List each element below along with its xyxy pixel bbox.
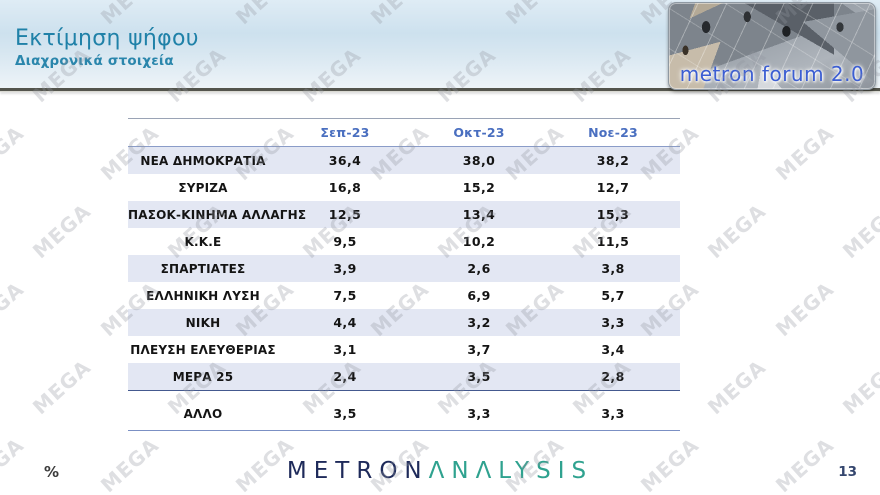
value-cell: 15,2 — [462, 180, 496, 195]
metron-forum-logo-text: metron forum 2.0 — [679, 62, 865, 86]
column-header-okt23: Οκτ-23 — [453, 125, 505, 140]
value-cell: 12,5 — [328, 207, 362, 222]
table-row: ΝΕΑ ΔΗΜΟΚΡΑΤΙΑ 36,4 38,0 38,2 — [128, 147, 680, 174]
value-cell: 16,8 — [328, 180, 362, 195]
value-cell: 13,4 — [462, 207, 496, 222]
table-row: ΠΛΕΥΣΗ ΕΛΕΥΘΕΡΙΑΣ 3,1 3,7 3,4 — [128, 336, 680, 363]
party-name-cell: ΠΑΣΟΚ-ΚΙΝΗΜΑ ΑΛΛΑΓΗΣ — [128, 207, 307, 222]
table-header-row: Σεπ-23 Οκτ-23 Νοε-23 — [128, 119, 680, 147]
table-row: Κ.Κ.Ε 9,5 10,2 11,5 — [128, 228, 680, 255]
watermark: MEGA — [27, 354, 96, 420]
watermark: MEGA — [635, 432, 704, 495]
column-header-sep23: Σεπ-23 — [320, 125, 370, 140]
page-number: 13 — [838, 464, 857, 480]
metron-analysis-logo: METRONΛNΛLYSIS — [287, 458, 593, 484]
watermark: MEGA — [770, 432, 839, 495]
title-block: Εκτίμηση ψήφου Διαχρονικά στοιχεία — [15, 26, 199, 69]
watermark: MEGA — [837, 198, 880, 264]
column-header-noe23: Νοε-23 — [588, 125, 638, 140]
value-cell: 3,3 — [601, 315, 625, 330]
value-cell: 3,4 — [601, 342, 625, 357]
table-row: ΑΛΛΟ 3,5 3,3 3,3 — [128, 391, 680, 431]
party-name-cell: ΑΛΛΟ — [183, 407, 223, 421]
value-cell: 2,4 — [333, 369, 357, 384]
value-cell: 3,8 — [601, 261, 625, 276]
value-cell: 2,6 — [467, 261, 491, 276]
value-cell: 2,8 — [601, 369, 625, 384]
watermark: MEGA — [837, 354, 880, 420]
value-cell: 5,7 — [601, 288, 625, 303]
table-row: ΕΛΛΗΝΙΚΗ ΛΥΣΗ 7,5 6,9 5,7 — [128, 282, 680, 309]
watermark: MEGA — [0, 120, 29, 186]
table-row: ΣΥΡΙΖΑ 16,8 15,2 12,7 — [128, 174, 680, 201]
table-row: ΜΕΡΑ 25 2,4 3,5 2,8 — [128, 363, 680, 391]
watermark: MEGA — [770, 120, 839, 186]
table-row: ΝΙΚΗ 4,4 3,2 3,3 — [128, 309, 680, 336]
party-name-cell: ΣΠΑΡΤΙΑΤΕΣ — [160, 261, 246, 276]
party-name-cell: ΠΛΕΥΣΗ ΕΛΕΥΘΕΡΙΑΣ — [130, 342, 276, 357]
value-cell: 3,1 — [333, 342, 357, 357]
party-name-cell: ΝΕΑ ΔΗΜΟΚΡΑΤΙΑ — [140, 153, 266, 168]
header-divider-line — [0, 88, 880, 92]
value-cell: 3,2 — [467, 315, 491, 330]
value-cell: 6,9 — [467, 288, 491, 303]
table-row: ΠΑΣΟΚ-ΚΙΝΗΜΑ ΑΛΛΑΓΗΣ 12,5 13,4 15,3 — [128, 201, 680, 228]
party-name-cell: Κ.Κ.Ε — [184, 234, 222, 249]
page-title: Εκτίμηση ψήφου — [15, 26, 199, 51]
metron-forum-logo: metron forum 2.0 — [668, 2, 876, 90]
value-cell: 36,4 — [328, 153, 362, 168]
watermark: MEGA — [0, 276, 29, 342]
party-name-cell: ΜΕΡΑ 25 — [172, 369, 234, 384]
table-row: ΣΠΑΡΤΙΑΤΕΣ 3,9 2,6 3,8 — [128, 255, 680, 282]
value-cell: 3,5 — [467, 369, 491, 384]
value-cell: 3,7 — [467, 342, 491, 357]
watermark: MEGA — [95, 432, 164, 495]
value-cell: 3,3 — [467, 406, 491, 421]
value-cell: 9,5 — [333, 234, 357, 249]
value-cell: 3,9 — [333, 261, 357, 276]
brand-metron: METRON — [286, 458, 429, 484]
value-cell: 15,3 — [596, 207, 630, 222]
value-cell: 38,2 — [596, 153, 630, 168]
value-cell: 10,2 — [462, 234, 496, 249]
value-cell: 12,7 — [596, 180, 630, 195]
value-cell: 3,5 — [333, 406, 357, 421]
watermark: MEGA — [0, 432, 29, 495]
value-cell: 38,0 — [462, 153, 496, 168]
value-cell: 7,5 — [333, 288, 357, 303]
value-cell: 3,3 — [601, 406, 625, 421]
party-name-cell: ΕΛΛΗΝΙΚΗ ΛΥΣΗ — [146, 288, 260, 303]
watermark: MEGA — [770, 276, 839, 342]
watermark: MEGA — [702, 198, 771, 264]
value-cell: 4,4 — [333, 315, 357, 330]
party-name-cell: ΝΙΚΗ — [185, 315, 221, 330]
poll-results-table: Σεπ-23 Οκτ-23 Νοε-23 ΝΕΑ ΔΗΜΟΚΡΑΤΙΑ 36,4… — [128, 118, 680, 431]
value-cell: 11,5 — [596, 234, 630, 249]
percent-unit-label: % — [44, 463, 60, 481]
watermark: MEGA — [702, 354, 771, 420]
brand-analysis: ΛNΛLYSIS — [428, 458, 594, 484]
watermark: MEGA — [27, 198, 96, 264]
page-subtitle: Διαχρονικά στοιχεία — [15, 53, 174, 70]
party-name-cell: ΣΥΡΙΖΑ — [178, 180, 228, 195]
